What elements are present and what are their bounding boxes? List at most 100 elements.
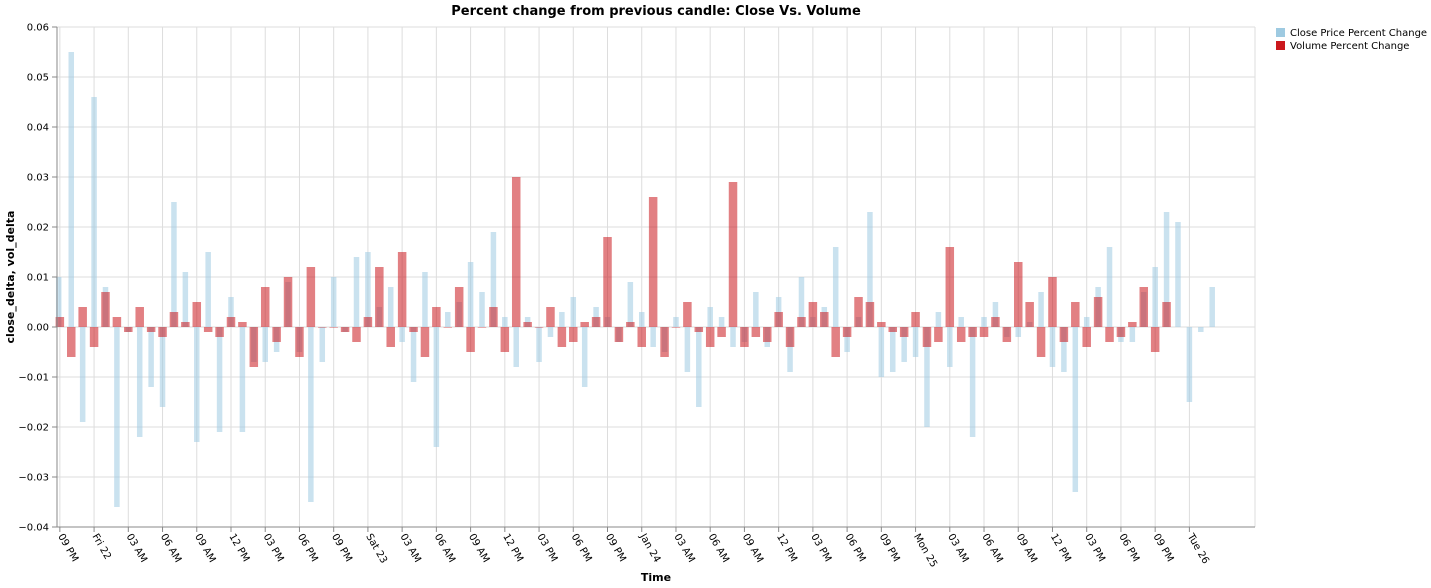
axes-layer: −0.04 −0.03 −0.02 −0.01 0.00 0.01 0.02 0.03 0.04… <box>18 23 1255 570</box>
y-tick-label: −0.02 <box>18 423 49 434</box>
y-tick-label: 0.01 <box>27 273 49 284</box>
volume-delta-bar <box>1002 327 1012 342</box>
volume-delta-bar <box>203 327 213 332</box>
volume-delta-bar <box>751 327 761 337</box>
volume-delta-bar <box>135 307 144 327</box>
close-delta-bar <box>1163 212 1170 327</box>
close-delta-bar <box>684 327 691 372</box>
volume-delta-bar <box>877 322 886 327</box>
close-delta-bar <box>1198 327 1204 332</box>
volume-delta-bar <box>888 327 897 332</box>
close-delta-bar <box>490 232 497 327</box>
close-delta-bar <box>832 247 839 327</box>
close-delta-bar <box>559 312 565 327</box>
close-delta-bar <box>433 327 440 447</box>
volume-delta-bar <box>386 327 395 347</box>
volume-delta-bar <box>614 327 624 342</box>
x-tick-label: 06 AM <box>706 532 731 565</box>
legend: Close Price Percent Change Volume Percent… <box>1276 28 1427 52</box>
volume-delta-bar <box>991 317 1000 327</box>
x-tick-label: 12 PM <box>226 532 251 564</box>
close-delta-bar <box>696 327 702 407</box>
volume-delta-bar <box>477 327 487 328</box>
close-delta-bar <box>581 327 588 387</box>
close-delta-bar <box>547 327 554 337</box>
close-delta-bar <box>228 297 234 327</box>
x-tick-label: 12 PM <box>774 532 799 564</box>
volume-delta-bar <box>534 327 544 328</box>
close-delta-bar <box>1209 287 1215 327</box>
close-delta-bar <box>68 52 75 327</box>
close-delta-bar <box>422 272 428 327</box>
volume-delta-bar <box>169 312 179 327</box>
y-tick-label: 0.05 <box>27 73 49 84</box>
volume-delta-bar <box>124 327 133 332</box>
x-tick-label: 09 AM <box>1014 532 1039 565</box>
volume-delta-bar <box>1025 302 1034 327</box>
volume-delta-bar <box>899 327 909 337</box>
close-delta-bar <box>912 327 919 357</box>
volume-delta-bar <box>192 302 202 327</box>
close-delta-bar <box>878 327 885 377</box>
close-delta-bar <box>798 277 805 327</box>
x-tick-label: 09 PM <box>329 532 354 564</box>
x-tick-label: 06 AM <box>158 532 183 565</box>
volume-delta-bar <box>1093 297 1103 327</box>
close-delta-bar <box>650 327 656 347</box>
y-tick-label: −0.01 <box>18 373 49 384</box>
volume-delta-bar <box>717 327 726 337</box>
y-tick-label: −0.04 <box>18 523 49 534</box>
x-tick-label: 03 AM <box>124 532 149 565</box>
x-tick-label: Mon 25 <box>911 532 939 570</box>
close-delta-bar <box>1061 327 1067 372</box>
close-delta-bar <box>410 327 417 382</box>
close-delta-bar <box>1038 292 1044 327</box>
volume-delta-bar <box>808 302 818 327</box>
volume-delta-bar <box>112 317 122 327</box>
volume-delta-bar <box>158 327 167 337</box>
volume-delta-bar <box>569 327 578 342</box>
close-delta-bar <box>159 327 166 407</box>
close-delta-bar <box>718 317 725 327</box>
volume-delta-bar <box>626 322 635 327</box>
close-delta-bar <box>114 327 120 507</box>
y-axis-title: close_delta, vol_delta <box>4 211 17 344</box>
y-tick-label: 0.02 <box>27 223 49 234</box>
volume-delta-bar <box>397 252 407 327</box>
volume-delta-bar <box>603 237 612 327</box>
close-delta-bar <box>55 277 62 327</box>
x-tick-label: 12 PM <box>500 532 525 564</box>
volume-delta-bar <box>785 327 795 347</box>
close-delta-bar <box>387 287 394 327</box>
volume-delta-bar <box>1071 302 1080 327</box>
x-tick-label: 06 AM <box>432 532 457 565</box>
x-tick-label: 12 PM <box>1048 532 1073 564</box>
volume-delta-bar <box>865 302 875 327</box>
volume-delta-bar <box>557 327 567 347</box>
close-delta-bar <box>262 327 268 362</box>
close-delta-bar <box>353 257 360 327</box>
x-tick-label: Fri 22 <box>89 532 112 562</box>
volume-delta-bar <box>89 327 99 347</box>
close-delta-bar <box>638 312 645 327</box>
close-delta-bar <box>889 327 896 372</box>
volume-delta-bar <box>1105 327 1114 342</box>
volume-delta-bar <box>660 327 669 357</box>
close-delta-bar <box>1083 317 1090 327</box>
legend-label-close: Close Price Percent Change <box>1290 28 1427 39</box>
volume-delta-bar <box>580 322 589 327</box>
volume-delta-bar <box>306 267 316 327</box>
close-delta-bar <box>479 292 485 327</box>
volume-delta-bar <box>181 322 190 327</box>
close-delta-bar <box>308 327 314 502</box>
volume-delta-bar <box>226 317 236 327</box>
y-tick-label: 0.06 <box>27 23 49 34</box>
volume-delta-bar <box>1128 322 1137 327</box>
volume-delta-bar <box>740 327 749 347</box>
volume-delta-bar <box>637 327 646 347</box>
x-tick-label: 09 PM <box>877 532 902 564</box>
close-delta-bar <box>1175 222 1181 327</box>
volume-delta-bar <box>648 197 658 327</box>
volume-delta-bar <box>409 327 418 332</box>
